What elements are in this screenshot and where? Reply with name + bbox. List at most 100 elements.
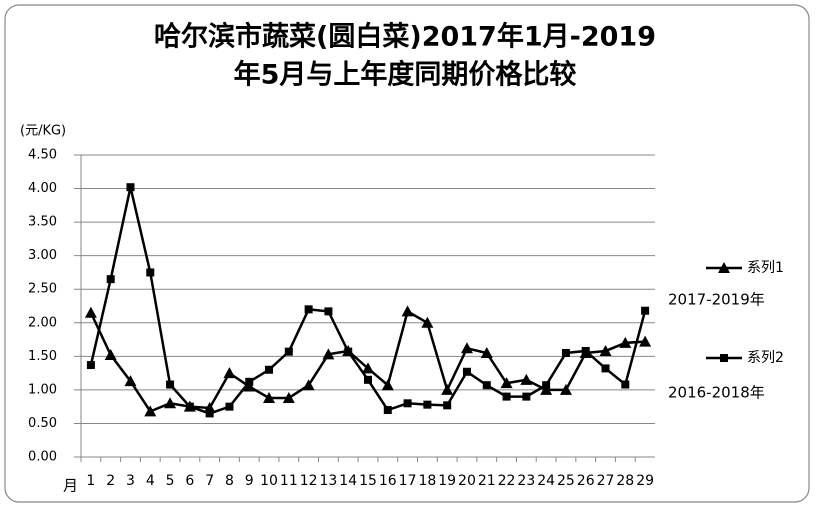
data-point bbox=[421, 316, 434, 328]
data-point bbox=[581, 346, 590, 355]
legend-label: 系列2 bbox=[747, 350, 784, 366]
data-point bbox=[263, 391, 276, 403]
x-tick-label: 23 bbox=[517, 473, 535, 489]
data-point bbox=[86, 361, 95, 370]
legend-marker bbox=[718, 262, 730, 273]
x-tick-label: 25 bbox=[557, 473, 575, 489]
data-point bbox=[460, 342, 473, 354]
data-point bbox=[401, 305, 414, 317]
x-tick-label: 21 bbox=[478, 473, 496, 489]
data-point bbox=[284, 347, 293, 356]
x-tick-label: 10 bbox=[260, 473, 278, 489]
data-point bbox=[621, 380, 630, 389]
x-tick-label: 8 bbox=[225, 473, 234, 489]
data-point bbox=[164, 397, 177, 409]
y-tick-label: 1.50 bbox=[28, 349, 57, 364]
y-tick-label: 2.50 bbox=[28, 282, 57, 297]
data-point bbox=[324, 307, 333, 316]
chart-border bbox=[4, 4, 810, 503]
x-tick-label: 7 bbox=[205, 473, 214, 489]
data-point bbox=[599, 344, 612, 356]
data-point bbox=[559, 383, 572, 395]
data-point bbox=[364, 375, 372, 384]
y-tick-label: 4.00 bbox=[28, 181, 57, 196]
data-point bbox=[500, 377, 513, 389]
data-point bbox=[304, 305, 313, 314]
data-point bbox=[302, 379, 315, 391]
data-point bbox=[144, 405, 157, 417]
data-point bbox=[223, 367, 236, 379]
x-tick-label: 24 bbox=[537, 473, 555, 489]
chart-title: 年5月与上年度同期价格比较 bbox=[234, 59, 577, 91]
data-point bbox=[146, 268, 155, 277]
x-tick-label: 15 bbox=[359, 473, 377, 489]
x-axis-label: 月 bbox=[63, 477, 78, 495]
data-point bbox=[619, 336, 632, 348]
data-point bbox=[601, 364, 610, 373]
x-tick-label: 12 bbox=[300, 473, 318, 489]
data-point bbox=[225, 402, 234, 411]
y-tick-label: 3.50 bbox=[28, 215, 57, 230]
x-tick-label: 4 bbox=[146, 473, 155, 489]
x-tick-label: 16 bbox=[379, 473, 397, 489]
data-point bbox=[480, 346, 493, 358]
x-tick-label: 29 bbox=[636, 473, 654, 489]
x-tick-label: 27 bbox=[597, 473, 615, 489]
data-point bbox=[443, 401, 452, 410]
data-point bbox=[84, 306, 97, 318]
x-tick-label: 26 bbox=[577, 473, 595, 489]
x-tick-label: 9 bbox=[245, 473, 254, 489]
x-tick-label: 11 bbox=[280, 473, 298, 489]
legend-note: 2016-2018年 bbox=[668, 384, 765, 402]
data-point bbox=[423, 400, 432, 409]
data-point bbox=[282, 391, 295, 403]
y-tick-label: 0.50 bbox=[28, 416, 57, 431]
y-tick-label: 3.00 bbox=[28, 248, 57, 263]
x-tick-label: 2 bbox=[106, 473, 115, 489]
data-point bbox=[265, 365, 274, 374]
x-tick-label: 17 bbox=[399, 473, 417, 489]
x-tick-label: 20 bbox=[458, 473, 476, 489]
data-point bbox=[383, 406, 392, 415]
data-point bbox=[639, 335, 652, 347]
data-point bbox=[441, 383, 454, 395]
y-tick-label: 4.50 bbox=[28, 148, 57, 163]
data-point bbox=[482, 381, 491, 390]
x-tick-label: 18 bbox=[418, 473, 436, 489]
data-point bbox=[166, 380, 175, 389]
x-tick-label: 14 bbox=[339, 473, 357, 489]
data-point bbox=[185, 402, 194, 411]
x-tick-label: 13 bbox=[319, 473, 337, 489]
y-tick-label: 2.00 bbox=[28, 315, 57, 330]
data-point bbox=[462, 367, 471, 376]
data-point bbox=[502, 392, 511, 401]
legend-note: 2017-2019年 bbox=[668, 291, 765, 309]
data-point bbox=[243, 380, 256, 392]
data-point bbox=[522, 392, 531, 401]
x-tick-label: 3 bbox=[126, 473, 135, 489]
data-point bbox=[124, 375, 137, 387]
x-tick-label: 5 bbox=[166, 473, 175, 489]
y-tick-label: 0.00 bbox=[28, 450, 57, 465]
data-point bbox=[205, 409, 214, 418]
data-point bbox=[381, 379, 394, 391]
data-point bbox=[403, 399, 412, 408]
data-point bbox=[362, 362, 374, 374]
y-tick-label: 1.00 bbox=[28, 382, 57, 397]
data-point bbox=[561, 348, 570, 357]
x-tick-label: 19 bbox=[438, 473, 456, 489]
chart-title: 哈尔滨市蔬菜(圆白菜)2017年1月-2019 bbox=[154, 21, 656, 53]
data-point bbox=[641, 306, 650, 315]
data-point bbox=[520, 373, 533, 385]
legend-label: 系列1 bbox=[747, 260, 784, 276]
data-point bbox=[344, 347, 353, 356]
data-point bbox=[540, 383, 553, 395]
legend-marker bbox=[720, 354, 728, 362]
data-point bbox=[542, 381, 551, 390]
y-axis-label: (元/KG) bbox=[20, 124, 66, 139]
data-point bbox=[106, 275, 115, 284]
data-point bbox=[322, 348, 335, 360]
x-tick-label: 22 bbox=[498, 473, 516, 489]
data-point bbox=[104, 348, 117, 360]
